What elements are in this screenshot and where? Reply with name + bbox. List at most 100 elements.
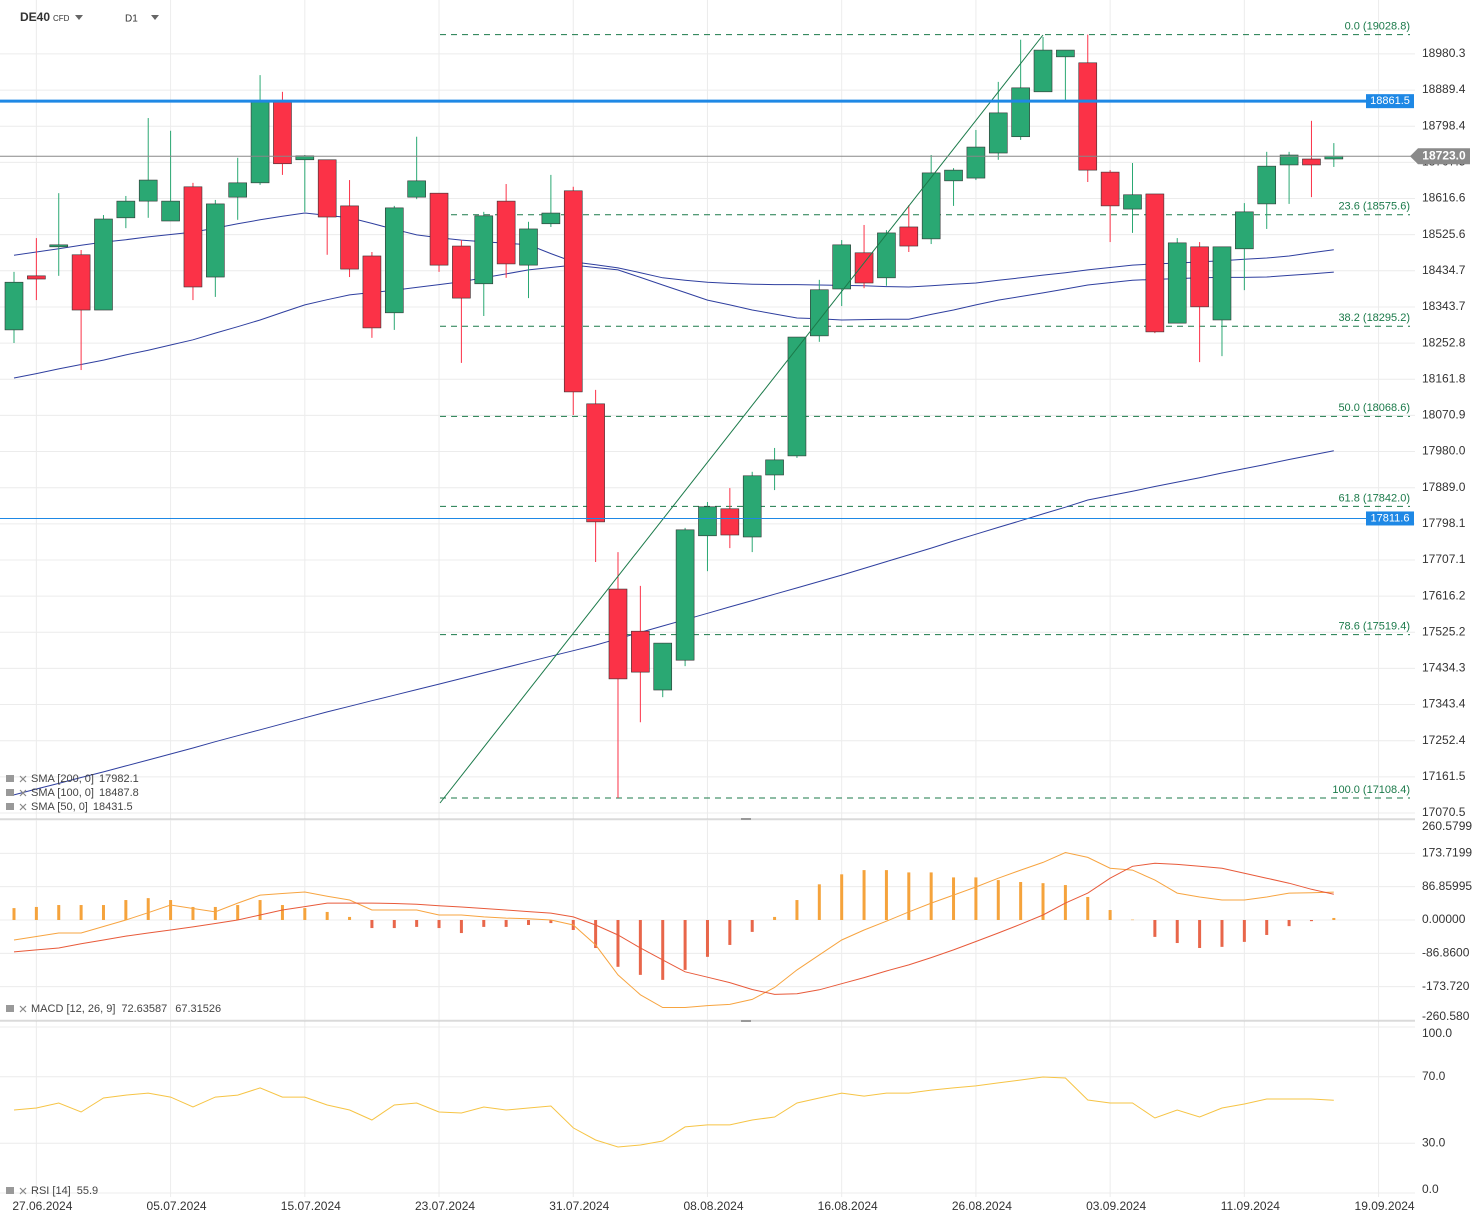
legend-close[interactable] xyxy=(19,1187,27,1195)
legend-icon[interactable] xyxy=(6,1005,14,1012)
histogram-bar xyxy=(862,870,866,920)
y-tick-label: 18525.6 xyxy=(1422,227,1466,241)
legend-name: SMA [100, 0] xyxy=(31,787,94,799)
histogram-bar xyxy=(1108,910,1112,920)
legend-name: MACD [12, 26, 9] xyxy=(31,1003,115,1015)
candle-body xyxy=(1167,242,1187,324)
fib-label: 38.2 (18295.2) xyxy=(1338,312,1410,324)
y-tick-label: 0.0 xyxy=(1422,1182,1439,1196)
candle-body xyxy=(608,588,628,680)
symbol-kind: CFD xyxy=(53,14,70,23)
histogram-bar xyxy=(1041,883,1045,920)
y-tick-label: 70.0 xyxy=(1422,1069,1446,1083)
candle-body xyxy=(317,159,337,218)
candle-body xyxy=(161,200,180,222)
macd-line xyxy=(13,851,1334,1008)
candle-body xyxy=(362,255,382,329)
histogram-bar xyxy=(594,920,598,949)
y-tick-label: 0.00000 xyxy=(1422,912,1466,926)
x-tick-label: 11.09.2024 xyxy=(1221,1199,1280,1213)
x-tick-label: 23.07.2024 xyxy=(415,1199,475,1213)
histogram-bar xyxy=(750,920,754,932)
y-tick-label: 17525.2 xyxy=(1422,624,1466,638)
histogram-bar xyxy=(146,898,150,920)
histogram-bar xyxy=(907,872,911,920)
histogram-bar xyxy=(1287,920,1291,927)
histogram-bar xyxy=(996,880,1000,920)
price-label: 17811.6 xyxy=(1371,512,1410,524)
x-tick-label: 19.09.2024 xyxy=(1355,1199,1415,1213)
histogram-bar xyxy=(1220,920,1224,947)
sma-line xyxy=(13,212,1334,288)
legend-icon[interactable] xyxy=(6,789,14,796)
y-tick-label: 18798.4 xyxy=(1422,118,1466,132)
legend-icon[interactable] xyxy=(6,803,14,810)
candle-body xyxy=(407,180,426,198)
y-tick-label: 17343.4 xyxy=(1422,697,1466,711)
x-tick-label: 26.08.2024 xyxy=(952,1199,1012,1213)
legend-close[interactable] xyxy=(19,789,27,797)
histogram-bar xyxy=(169,900,173,920)
candle-body xyxy=(1011,87,1030,138)
histogram-bar xyxy=(549,920,553,924)
histogram-bar xyxy=(773,916,777,920)
interval[interactable]: D1 xyxy=(125,14,138,25)
candle-body xyxy=(94,218,113,311)
candle-body xyxy=(496,200,516,265)
symbol-dropdown[interactable] xyxy=(75,15,83,20)
y-tick-label: 18889.4 xyxy=(1422,82,1466,96)
candle-body xyxy=(27,275,46,280)
histogram-bar xyxy=(974,877,978,920)
candle-body xyxy=(921,172,941,240)
candle-body xyxy=(519,228,538,266)
histogram-bar xyxy=(504,920,508,927)
last-price-box xyxy=(1410,148,1470,165)
candle-body xyxy=(183,186,203,288)
legend-name: SMA [50, 0] xyxy=(31,801,88,813)
legend-icon[interactable] xyxy=(6,1187,14,1194)
candle-body xyxy=(49,244,69,248)
candle-body xyxy=(653,642,673,691)
histogram-bar xyxy=(817,884,821,920)
legend-value: 67.31526 xyxy=(175,1003,221,1015)
fib-label: 23.6 (18575.6) xyxy=(1338,201,1410,213)
histogram-bar xyxy=(1332,917,1336,920)
legend-close[interactable] xyxy=(19,1005,27,1013)
y-tick-label: 17798.1 xyxy=(1422,516,1466,530)
x-tick-label: 08.08.2024 xyxy=(683,1199,743,1213)
price-label-box xyxy=(1366,511,1414,526)
y-tick-label: 17707.1 xyxy=(1422,552,1466,566)
y-tick-label: 30.0 xyxy=(1422,1135,1446,1149)
candle-body xyxy=(1212,246,1232,321)
y-tick-label: -86.8600 xyxy=(1422,946,1470,960)
interval-dropdown[interactable] xyxy=(151,15,159,20)
price-label: 18861.5 xyxy=(1370,95,1410,107)
y-tick-label: 18161.8 xyxy=(1422,371,1466,385)
y-tick-label: 17070.5 xyxy=(1422,805,1466,819)
legend-close[interactable] xyxy=(19,775,27,783)
legend-name: SMA [200, 0] xyxy=(31,773,94,785)
sma-line xyxy=(13,450,1334,796)
fib-label: 50.0 (18068.6) xyxy=(1338,402,1410,414)
histogram-bar xyxy=(280,905,284,920)
legend-icon[interactable] xyxy=(6,775,14,782)
histogram-bar xyxy=(325,911,329,920)
legend-close[interactable] xyxy=(19,803,27,811)
histogram-bar xyxy=(661,920,665,980)
candle-body xyxy=(720,508,740,536)
legend-name: RSI [14] xyxy=(31,1185,71,1197)
candle-body xyxy=(988,112,1008,154)
candle-body xyxy=(138,179,158,202)
symbol[interactable]: DE40 xyxy=(20,10,50,24)
histogram-bar xyxy=(1242,920,1246,942)
histogram-bar xyxy=(1198,920,1202,949)
y-tick-label: 18252.8 xyxy=(1422,335,1466,349)
price-label-box xyxy=(1366,94,1414,109)
histogram-bar xyxy=(79,905,83,920)
candle-body xyxy=(541,212,561,225)
histogram-bar xyxy=(191,906,195,920)
candle-body xyxy=(1056,49,1075,58)
legend-value: 55.9 xyxy=(77,1185,98,1197)
candle-body xyxy=(1145,193,1165,333)
